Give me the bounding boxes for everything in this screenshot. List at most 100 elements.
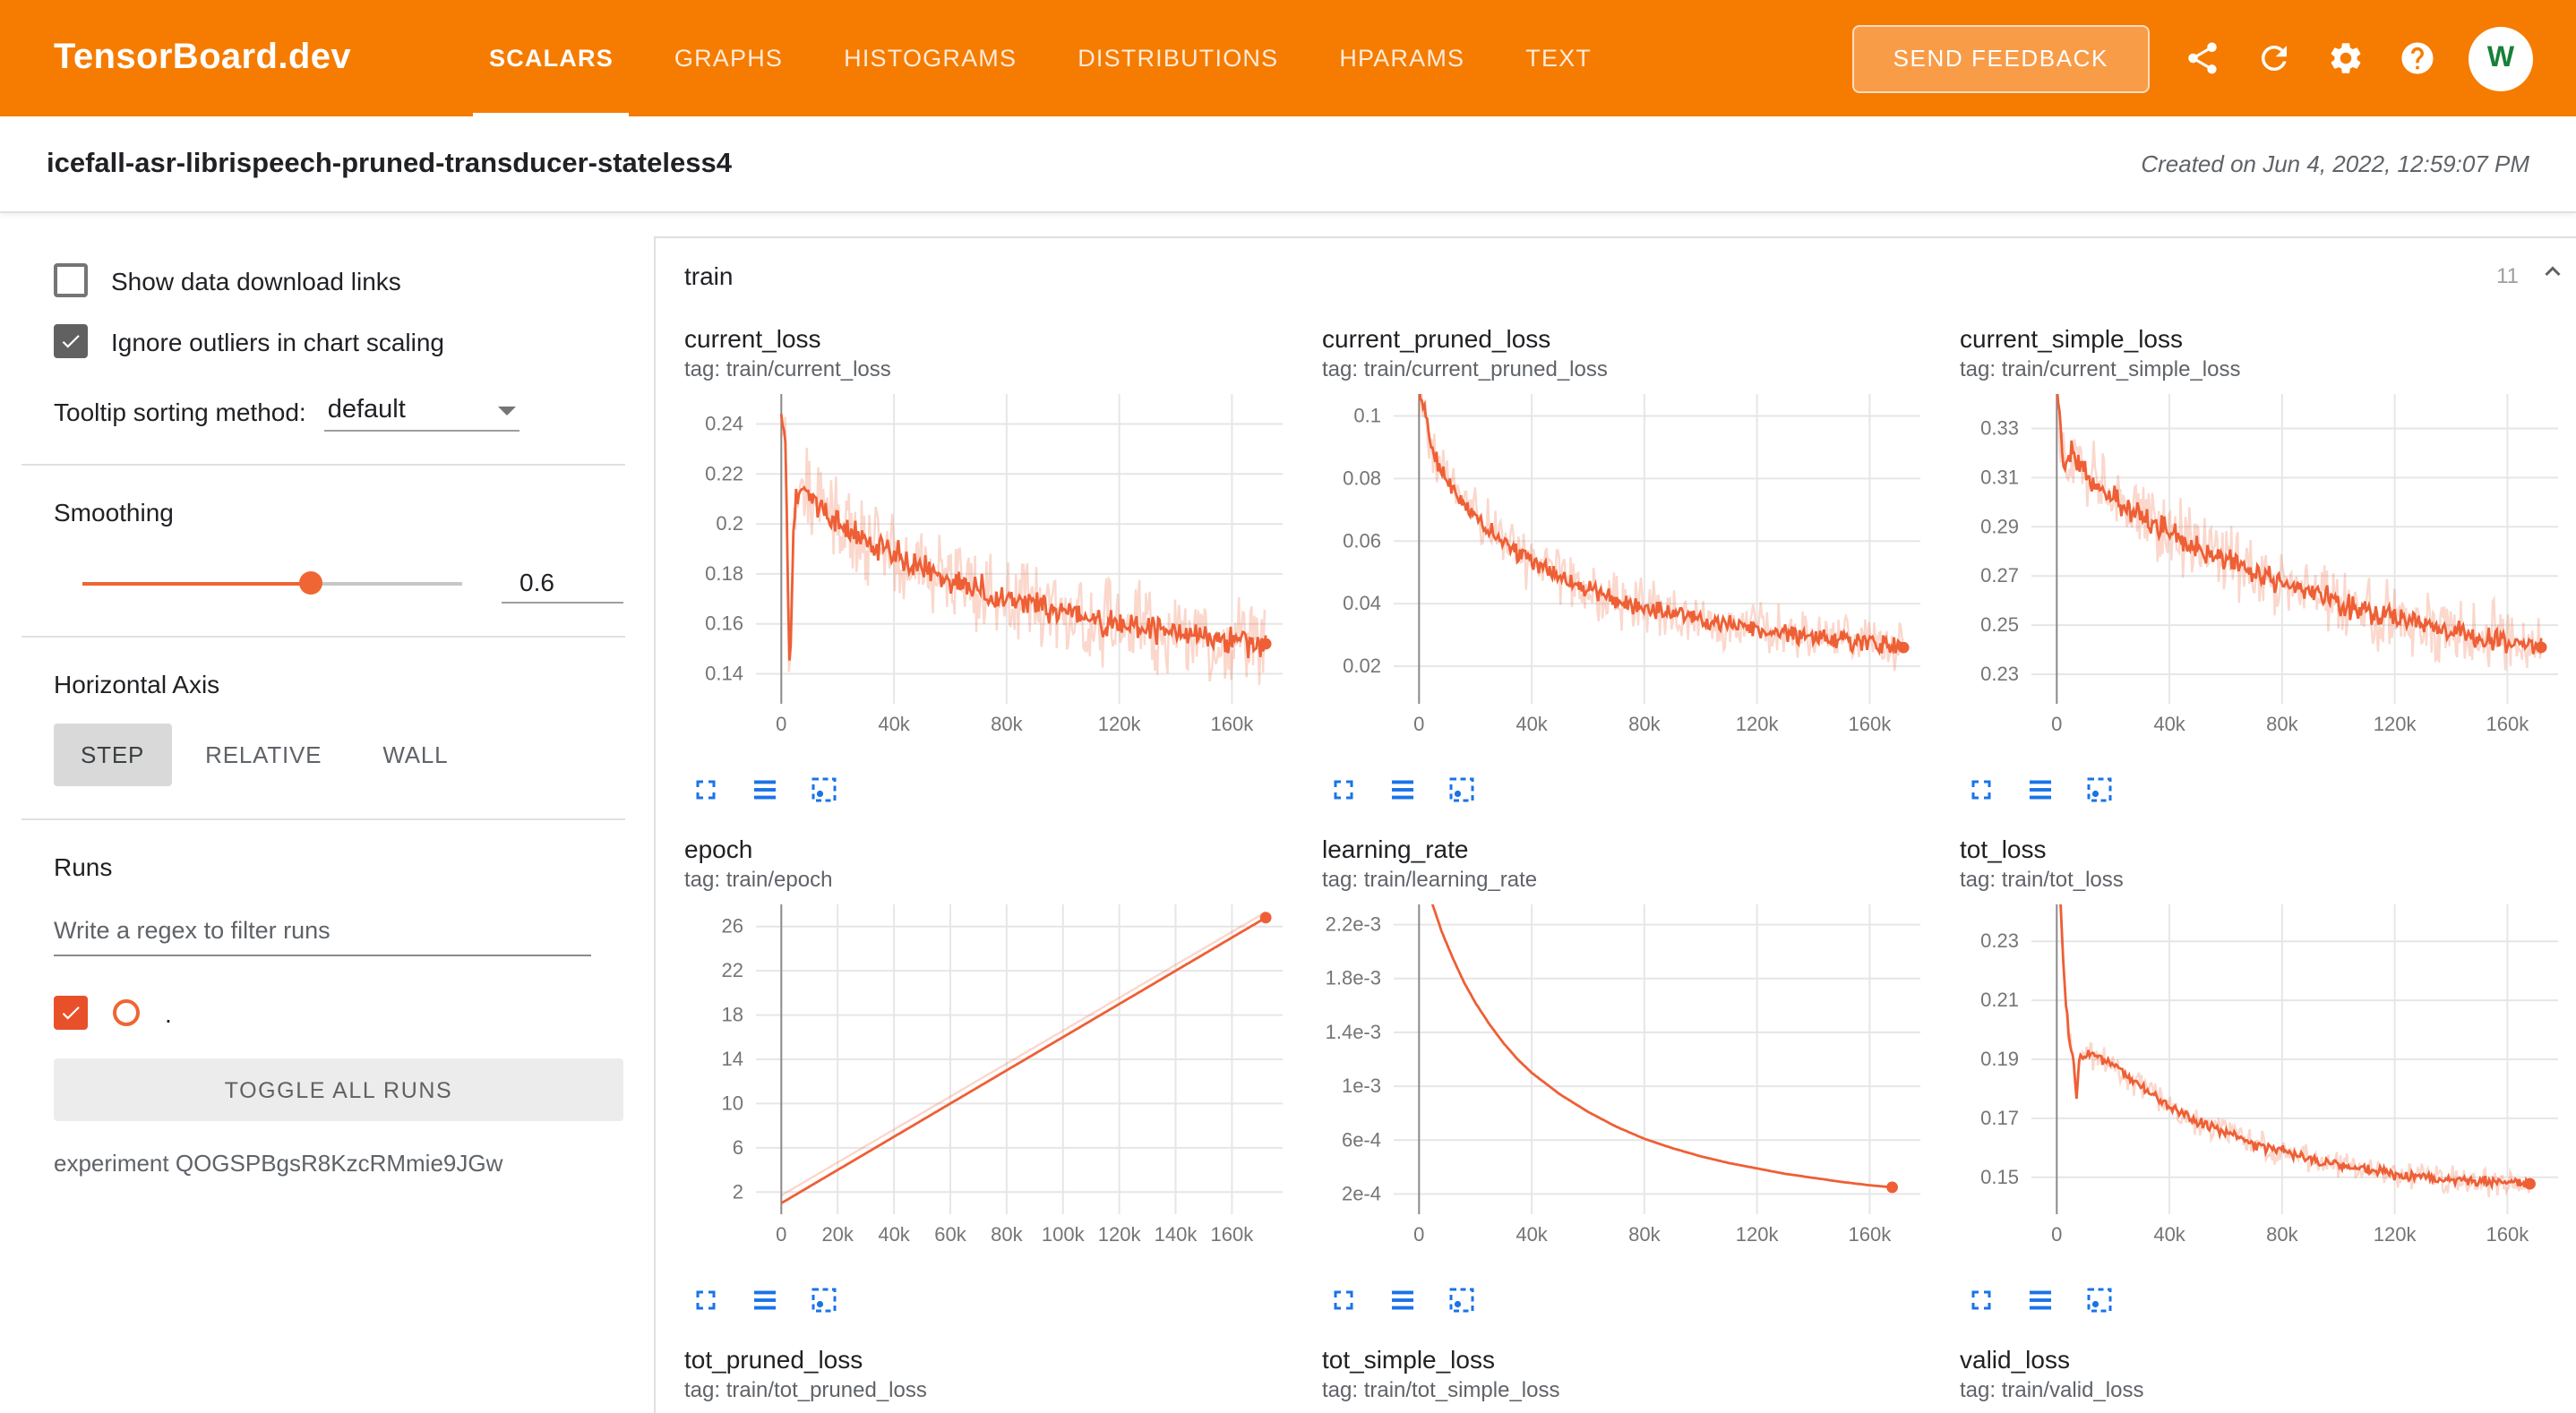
chart-plot[interactable]: 0.14 0.16 0.18 0.2 0.22 0.24 0 40k 80k 120k 160k: [684, 385, 1293, 765]
data-table-icon[interactable]: [2024, 1284, 2057, 1316]
slider-thumb[interactable]: [299, 571, 323, 595]
dropdown-value: default: [327, 396, 406, 424]
share-icon[interactable]: [2182, 39, 2221, 78]
tab-histograms[interactable]: HISTOGRAMS: [844, 45, 1018, 72]
main-panel: train 11 current_loss tag: train/current…: [654, 213, 2576, 1413]
scalar-chart-card: current_pruned_loss tag: train/current_p…: [1322, 324, 1931, 806]
fit-domain-icon[interactable]: [1446, 1284, 1478, 1316]
expand-chart-icon[interactable]: [1327, 1284, 1360, 1316]
user-avatar[interactable]: W: [2469, 26, 2533, 90]
chart-plot[interactable]: 0.15 0.17 0.19 0.21 0.23 0 40k 80k 120k 160k: [1960, 895, 2569, 1275]
chart-tag: tag: train/tot_loss: [1960, 867, 2124, 892]
svg-text:160k: 160k: [1849, 1223, 1893, 1246]
tooltip-sorting-dropdown[interactable]: default: [323, 390, 519, 432]
checkbox-icon[interactable]: [54, 324, 88, 358]
ignore-outliers-checkbox[interactable]: Ignore outliers in chart scaling: [54, 324, 625, 358]
data-table-icon[interactable]: [749, 1284, 781, 1316]
tab-hparams[interactable]: HPARAMS: [1339, 45, 1465, 72]
chart-plot[interactable]: 2e-4 6e-4 1e-3 1.4e-3 1.8e-3 2.2e-3 0 40k 80k 120…: [1322, 895, 1931, 1275]
data-table-icon[interactable]: [1387, 1284, 1419, 1316]
expand-chart-icon[interactable]: [1965, 774, 1997, 806]
svg-text:0.21: 0.21: [1980, 989, 2019, 1011]
svg-text:80k: 80k: [1628, 713, 1661, 735]
chart-title: epoch: [684, 835, 753, 863]
smoothing-slider[interactable]: [82, 571, 462, 595]
chart-title: current_simple_loss: [1960, 324, 2183, 353]
fit-domain-icon[interactable]: [808, 1284, 840, 1316]
svg-text:20k: 20k: [821, 1223, 854, 1246]
svg-text:80k: 80k: [991, 1223, 1023, 1246]
svg-text:160k: 160k: [2486, 1223, 2530, 1246]
tab-distributions[interactable]: DISTRIBUTIONS: [1078, 45, 1279, 72]
expand-chart-icon[interactable]: [1965, 1284, 1997, 1316]
app-header: TensorBoard.dev SCALARS GRAPHS HISTOGRAM…: [0, 0, 2576, 116]
svg-text:0.06: 0.06: [1343, 529, 1381, 552]
runs-regex-input[interactable]: [54, 906, 591, 956]
svg-text:1.4e-3: 1.4e-3: [1326, 1021, 1381, 1043]
svg-text:18: 18: [722, 1004, 743, 1026]
fit-domain-icon[interactable]: [2083, 774, 2116, 806]
svg-text:120k: 120k: [2374, 1223, 2417, 1246]
svg-text:40k: 40k: [1516, 713, 1548, 735]
send-feedback-button[interactable]: SEND FEEDBACK: [1851, 24, 2150, 92]
collapse-chevron-icon[interactable]: [2537, 255, 2569, 296]
svg-text:0.16: 0.16: [705, 612, 743, 635]
settings-gear-icon[interactable]: [2325, 39, 2365, 78]
data-table-icon[interactable]: [749, 774, 781, 806]
svg-text:0.15: 0.15: [1980, 1166, 2019, 1188]
tooltip-sorting-label: Tooltip sorting method:: [54, 397, 306, 425]
svg-text:80k: 80k: [2266, 713, 2298, 735]
tab-text[interactable]: TEXT: [1525, 45, 1593, 72]
data-table-icon[interactable]: [1387, 774, 1419, 806]
refresh-icon[interactable]: [2254, 39, 2293, 78]
expand-chart-icon[interactable]: [690, 1284, 722, 1316]
checkbox-label: Show data download links: [111, 266, 401, 295]
svg-text:0: 0: [1413, 1223, 1424, 1246]
axis-relative-button[interactable]: RELATIVE: [205, 741, 322, 768]
scalar-chart-card: learning_rate tag: train/learning_rate 2…: [1322, 835, 1931, 1316]
fit-domain-icon[interactable]: [2083, 1284, 2116, 1316]
svg-text:2.2e-3: 2.2e-3: [1326, 913, 1381, 936]
expand-chart-icon[interactable]: [690, 774, 722, 806]
svg-text:140k: 140k: [1155, 1223, 1198, 1246]
chart-tag: tag: train/tot_simple_loss: [1322, 1377, 1560, 1402]
toggle-all-runs-button[interactable]: TOGGLE ALL RUNS: [54, 1058, 623, 1121]
svg-text:0.22: 0.22: [705, 462, 743, 484]
help-icon[interactable]: [2397, 39, 2436, 78]
fit-domain-icon[interactable]: [808, 774, 840, 806]
chart-title: tot_simple_loss: [1322, 1345, 1495, 1374]
divider: [21, 464, 625, 466]
chart-plot[interactable]: 0.23 0.25 0.27 0.29 0.31 0.33 0 40k 80k 120k 160k: [1960, 385, 2569, 765]
svg-text:0.33: 0.33: [1980, 416, 2019, 439]
experiment-title: icefall-asr-librispeech-pruned-transduce…: [47, 148, 732, 178]
train-section-header[interactable]: train 11: [656, 238, 2576, 313]
chart-plot[interactable]: 2 6 10 14 18 22 26 0 20k 40k 60k 80k 100k 120k 140k 160…: [684, 895, 1293, 1275]
expand-chart-icon[interactable]: [1327, 774, 1360, 806]
run-list-item[interactable]: .: [54, 996, 625, 1030]
chart-tag: tag: train/current_simple_loss: [1960, 356, 2241, 381]
smoothing-value-input[interactable]: 0.6: [502, 562, 623, 604]
svg-text:0.18: 0.18: [705, 562, 743, 585]
run-checkbox-icon[interactable]: [54, 996, 88, 1030]
chart-title: tot_loss: [1960, 835, 2047, 863]
tab-scalars[interactable]: SCALARS: [459, 0, 644, 116]
checkbox-icon[interactable]: [54, 263, 88, 297]
experiment-titlebar: icefall-asr-librispeech-pruned-transduce…: [0, 116, 2576, 213]
svg-text:0.08: 0.08: [1343, 467, 1381, 489]
axis-wall-button[interactable]: WALL: [382, 741, 449, 768]
section-name: train: [684, 261, 734, 290]
svg-text:0.31: 0.31: [1980, 466, 2019, 488]
axis-step-button[interactable]: STEP: [54, 724, 172, 786]
svg-text:120k: 120k: [1098, 713, 1142, 735]
chart-toolbar: [1960, 1275, 2569, 1316]
chart-title: current_pruned_loss: [1322, 324, 1551, 353]
svg-text:10: 10: [722, 1092, 743, 1114]
fit-domain-icon[interactable]: [1446, 774, 1478, 806]
data-table-icon[interactable]: [2024, 774, 2057, 806]
show-download-links-checkbox[interactable]: Show data download links: [54, 263, 625, 297]
scalar-chart-card: tot_pruned_loss tag: train/tot_pruned_lo…: [684, 1345, 1293, 1406]
chart-plot[interactable]: 0.02 0.04 0.06 0.08 0.1 0 40k 80k 120k 160k: [1322, 385, 1931, 765]
svg-text:0.02: 0.02: [1343, 655, 1381, 677]
tab-graphs[interactable]: GRAPHS: [674, 45, 784, 72]
chart-tag: tag: train/tot_pruned_loss: [684, 1377, 927, 1402]
